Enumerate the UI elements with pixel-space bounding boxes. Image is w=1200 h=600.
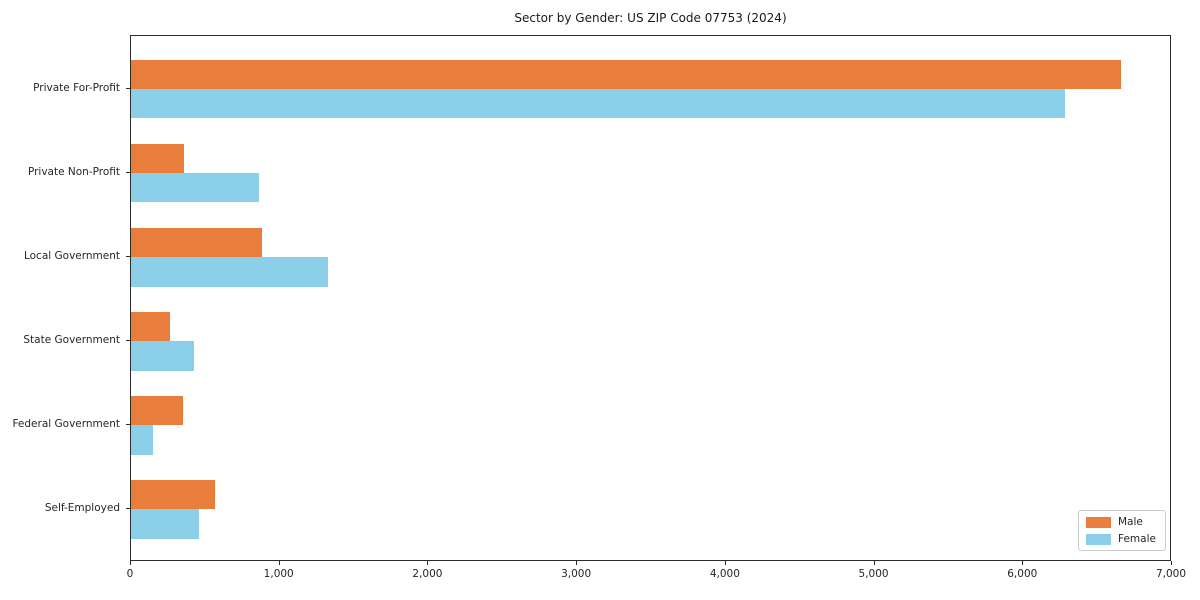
plot-area: Male Female bbox=[130, 35, 1171, 561]
x-tick-mark bbox=[130, 561, 131, 565]
legend-male-label: Male bbox=[1118, 516, 1143, 528]
legend-entry-female: Female bbox=[1086, 533, 1157, 545]
bar-male-4 bbox=[131, 311, 171, 342]
chart-title: Sector by Gender: US ZIP Code 07753 (202… bbox=[514, 11, 787, 25]
x-tick-label: 2,000 bbox=[412, 568, 443, 580]
x-tick-mark bbox=[1022, 561, 1024, 565]
x-tick-mark bbox=[724, 561, 726, 565]
x-tick-label: 5,000 bbox=[858, 568, 889, 580]
y-tick-mark bbox=[126, 424, 130, 426]
bar-female-3 bbox=[131, 257, 328, 287]
bar-female-1 bbox=[131, 89, 1065, 119]
x-tick-label: 1,000 bbox=[263, 568, 294, 580]
y-tick-label: Private Non-Profit bbox=[27, 166, 120, 179]
bar-male-1 bbox=[131, 59, 1122, 89]
x-tick-label: 7,000 bbox=[1155, 568, 1187, 580]
x-tick-mark bbox=[576, 561, 578, 565]
bar-male-6 bbox=[131, 479, 215, 510]
legend-female-label: Female bbox=[1118, 533, 1156, 545]
y-tick-mark bbox=[126, 172, 130, 174]
x-tick-mark bbox=[873, 561, 875, 565]
bar-male-2 bbox=[131, 143, 184, 174]
legend-entry-male: Male bbox=[1086, 516, 1157, 528]
x-tick-mark bbox=[427, 561, 429, 565]
y-tick-label: Federal Government bbox=[12, 418, 120, 431]
bar-male-3 bbox=[131, 227, 262, 258]
y-tick-label: State Government bbox=[23, 334, 120, 347]
bar-female-5 bbox=[131, 425, 154, 455]
bar-female-2 bbox=[131, 173, 260, 203]
y-tick-mark bbox=[126, 88, 130, 89]
bar-female-4 bbox=[131, 341, 195, 371]
x-tick-mark bbox=[1171, 561, 1172, 565]
x-tick-label: 3,000 bbox=[561, 568, 592, 580]
y-tick-mark bbox=[126, 508, 130, 510]
y-tick-label: Local Government bbox=[23, 250, 120, 263]
y-tick-mark bbox=[126, 256, 130, 258]
y-tick-label: Self-Employed bbox=[44, 502, 120, 515]
x-tick-label: 0 bbox=[126, 568, 134, 580]
legend: Male Female bbox=[1078, 510, 1166, 551]
x-tick-label: 6,000 bbox=[1007, 568, 1038, 580]
legend-female-swatch bbox=[1086, 533, 1111, 545]
bar-male-5 bbox=[131, 395, 183, 426]
x-tick-mark bbox=[278, 561, 280, 565]
legend-male-swatch bbox=[1086, 516, 1111, 528]
y-tick-mark bbox=[126, 340, 130, 342]
bar-female-6 bbox=[131, 509, 200, 539]
y-tick-label: Private For-Profit bbox=[33, 82, 120, 94]
x-tick-label: 4,000 bbox=[709, 568, 740, 580]
